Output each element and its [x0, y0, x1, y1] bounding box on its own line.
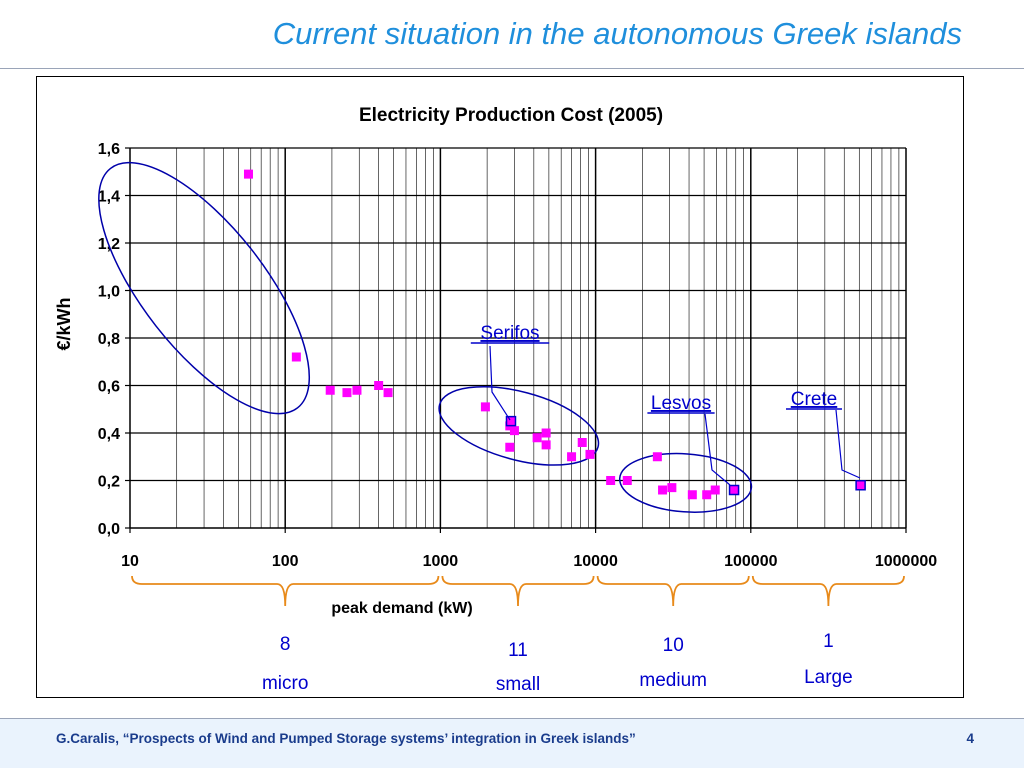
- data-point: [710, 485, 720, 495]
- chart-frame: [36, 76, 964, 698]
- highlighted-point: [505, 415, 517, 427]
- data-point: [567, 452, 577, 462]
- data-point: [383, 388, 393, 398]
- group-label: medium: [639, 670, 707, 691]
- group-brace: [131, 575, 440, 607]
- group-label: small: [496, 674, 540, 695]
- y-tick-label: 0,2: [98, 474, 120, 491]
- data-point: [243, 169, 253, 179]
- data-point: [509, 426, 519, 436]
- annotation-leader: [704, 413, 731, 486]
- annotations: Serifos Lesvos Crete: [470, 323, 861, 486]
- x-tick-label: 100: [272, 553, 299, 570]
- data-point: [585, 449, 595, 459]
- data-point: [606, 476, 616, 485]
- data-point: [342, 388, 352, 398]
- data-point: [622, 476, 632, 485]
- footer-citation: G.Caralis, “Prospects of Wind and Pumped…: [56, 731, 636, 746]
- group-brace: [596, 575, 750, 607]
- group-braces: 8 micro 11 small 10 medium 1 Large: [131, 575, 905, 695]
- data-point: [505, 442, 515, 452]
- x-tick-label: 1000000: [875, 553, 937, 570]
- data-point: [702, 490, 712, 500]
- data-point: [291, 352, 301, 362]
- x-tick-label: 1000: [423, 553, 459, 570]
- annotation-label: Serifos: [480, 323, 539, 344]
- y-axis-label: €/kWh: [54, 297, 74, 350]
- slide-title: Current situation in the autonomous Gree…: [272, 16, 962, 51]
- group-brace: [751, 575, 905, 607]
- data-point: [325, 385, 335, 395]
- group-ellipses: [98, 161, 753, 513]
- data-point: [667, 483, 677, 493]
- y-tick-label: 0,8: [98, 331, 120, 348]
- group-count: 10: [663, 635, 684, 656]
- y-tick-label: 0,6: [98, 379, 120, 396]
- data-point: [480, 402, 490, 412]
- y-tick-label: 1,0: [98, 284, 120, 301]
- data-point: [652, 452, 662, 462]
- y-tick-label: 1,4: [98, 189, 120, 206]
- page-number: 4: [966, 731, 974, 746]
- data-point: [541, 428, 551, 438]
- annotation-label: Crete: [791, 389, 837, 410]
- footer-bar: G.Caralis, “Prospects of Wind and Pumped…: [0, 718, 1024, 768]
- data-point: [577, 438, 587, 447]
- data-point: [687, 490, 697, 500]
- x-tick-label: 10000: [573, 553, 618, 570]
- y-tick-label: 1,6: [98, 141, 120, 158]
- annotation-leader: [835, 409, 861, 479]
- x-tick-label: 10: [121, 553, 139, 570]
- group-brace: [441, 575, 595, 607]
- group-label: Large: [804, 667, 853, 688]
- title-divider: [0, 68, 1024, 69]
- highlighted-point: [855, 480, 866, 491]
- data-point: [658, 485, 668, 495]
- group-ellipse: [98, 161, 311, 415]
- grid-lines: [130, 147, 907, 528]
- data-point: [541, 440, 551, 450]
- x-axis-label: peak demand (kW): [331, 600, 472, 617]
- highlighted-point: [728, 484, 740, 496]
- group-count: 11: [508, 640, 528, 661]
- axes: 0,00,20,40,60,81,01,21,41,610 100 1000 1000…: [98, 141, 937, 570]
- y-tick-label: 0,4: [98, 426, 120, 443]
- annotation-leader: [489, 345, 511, 421]
- data-points: [243, 169, 866, 500]
- annotation-label: Lesvos: [651, 393, 711, 414]
- group-label: micro: [262, 673, 308, 694]
- y-tick-label: 0,0: [98, 521, 120, 538]
- group-count: 1: [823, 631, 834, 652]
- chart-title: Electricity Production Cost (2005): [359, 105, 663, 126]
- group-ellipse: [618, 452, 753, 513]
- data-point: [374, 381, 384, 390]
- data-point: [352, 385, 362, 395]
- group-ellipse: [438, 386, 600, 466]
- x-tick-label: 100000: [724, 553, 777, 570]
- data-point: [532, 433, 542, 443]
- group-count: 8: [280, 634, 291, 655]
